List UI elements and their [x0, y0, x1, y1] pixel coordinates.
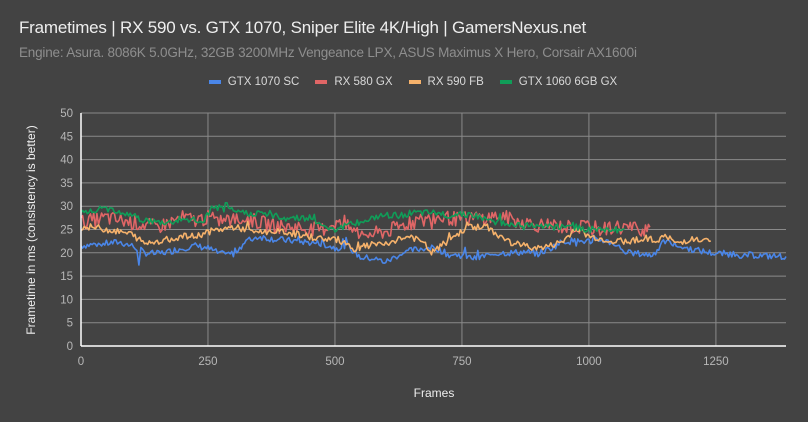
legend-label: RX 580 GX [334, 76, 393, 88]
y-tick-label: 15 [60, 271, 73, 283]
data-series [80, 202, 787, 266]
y-tick-label: 25 [60, 225, 73, 237]
y-axis-label: Frametime in ms (consistency is better) [24, 125, 38, 335]
x-tick-label: 0 [78, 356, 84, 368]
legend-item-rx590[interactable]: RX 590 FB [408, 76, 484, 88]
y-tick-label: 20 [60, 248, 73, 260]
series-line-rx-590-fb[interactable] [80, 220, 711, 256]
legend-swatch-icon [408, 80, 421, 84]
legend-swatch-icon [315, 80, 328, 84]
legend-label: GTX 1060 6GB GX [518, 76, 618, 88]
x-tick-label: 750 [452, 356, 471, 368]
x-tick-label: 500 [325, 356, 344, 368]
legend-label: GTX 1070 SC [227, 76, 300, 88]
x-tick-label: 1000 [576, 356, 602, 368]
chart-subtitle: Engine: Asura. 8086K 5.0GHz, 32GB 3200MH… [19, 45, 637, 60]
legend-swatch-icon [499, 80, 512, 84]
gridlines [81, 112, 786, 346]
axes [80, 113, 786, 347]
x-axis-label: Frames [413, 386, 455, 400]
y-tick-label: 5 [67, 318, 73, 330]
y-tick-label: 35 [60, 178, 73, 190]
y-tick-label: 0 [67, 341, 73, 353]
series-line-gtx-1060-6gb-gx[interactable] [80, 202, 625, 234]
legend-item-gtx1070[interactable]: GTX 1070 SC [208, 76, 300, 88]
legend-item-rx580[interactable]: RX 580 GX [315, 76, 393, 88]
series-line-rx-580-gx[interactable] [80, 209, 651, 240]
x-tick-label: 250 [198, 356, 217, 368]
x-tick-label: 1250 [703, 356, 729, 368]
y-tick-label: 10 [60, 294, 73, 306]
y-tick-label: 40 [60, 155, 73, 167]
y-tick-label: 45 [60, 131, 73, 143]
legend-item-gtx1060[interactable]: GTX 1060 6GB GX [499, 76, 618, 88]
legend-label: RX 590 FB [427, 76, 484, 88]
chart-legend: GTX 1070 SC RX 580 GX RX 590 FB GTX 1060… [0, 76, 808, 88]
y-tick-label: 50 [60, 108, 73, 120]
legend-swatch-icon [208, 80, 221, 84]
chart-title: Frametimes | RX 590 vs. GTX 1070, Sniper… [19, 18, 586, 37]
y-tick-label: 30 [60, 201, 73, 213]
